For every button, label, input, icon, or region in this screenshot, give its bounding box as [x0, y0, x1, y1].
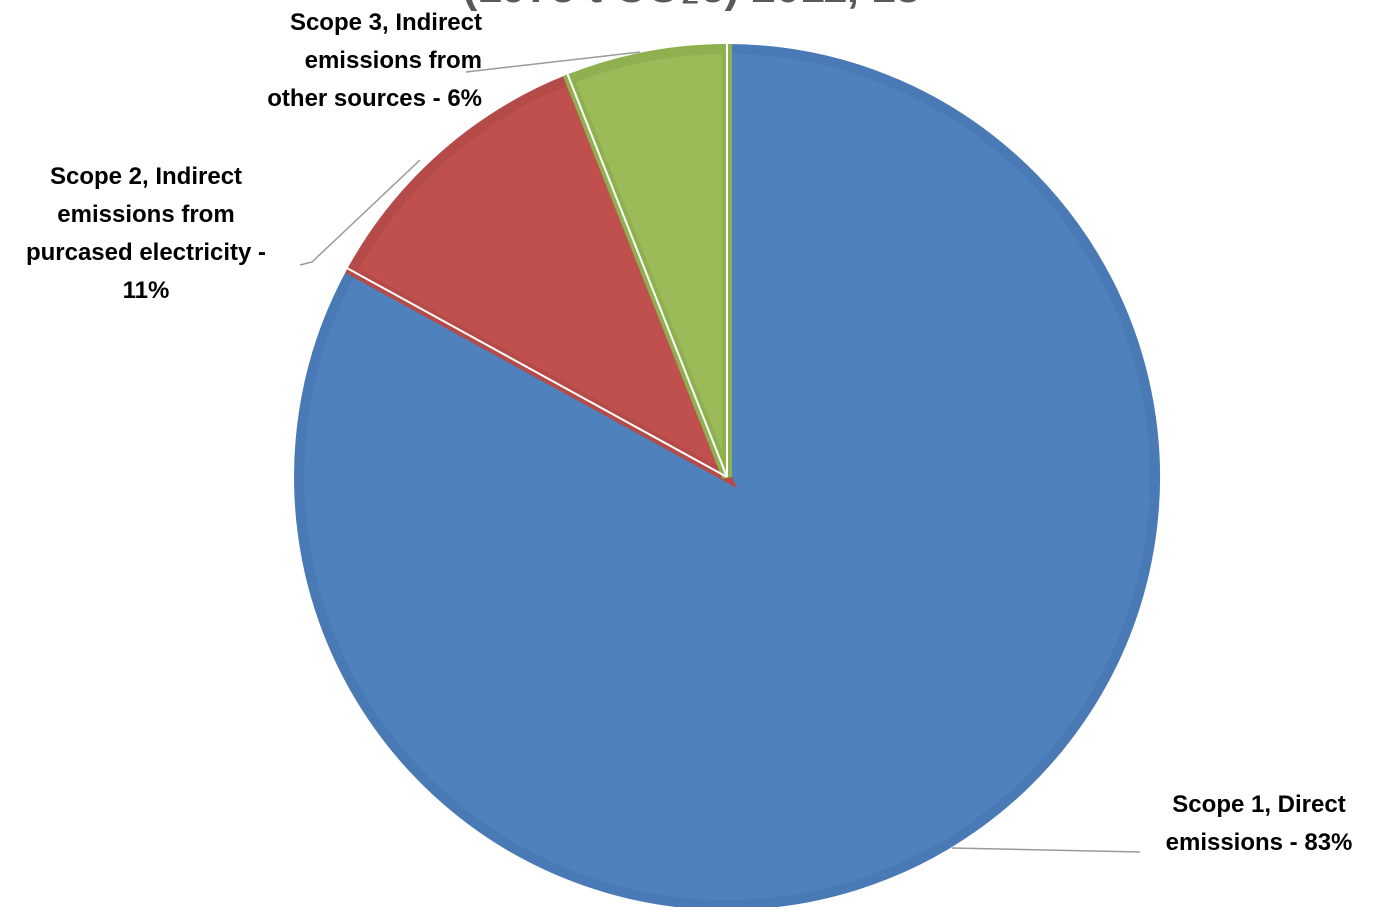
data-label-scope-2: Scope 2, Indirect emissions from purcase… [0, 158, 292, 310]
data-label-line: Scope 1, Direct [1172, 791, 1346, 818]
data-label-line: Scope 3, Indirect [289, 9, 482, 36]
pie-slice-scope-3 [562, 43, 732, 479]
chart-title: (1975 t CO₂e) 2011, 13 [0, 0, 1383, 10]
leader-line-scope-1 [951, 847, 1141, 853]
data-label-line: emissions from [304, 47, 482, 74]
data-label-line: emissions - 83% [1165, 829, 1353, 856]
slice-separator [566, 73, 728, 478]
data-label-line: 11% [122, 277, 170, 304]
data-label-scope-1: Scope 1, Direct emissions - 83% [1148, 786, 1370, 862]
pie-slice-scope-2 [345, 72, 737, 489]
slice-separator [346, 267, 728, 478]
data-label-line: other sources - 6% [267, 85, 482, 112]
leader-line-scope-3 [465, 51, 641, 73]
data-label-scope-3: Scope 3, Indirect emissions from other s… [220, 4, 482, 118]
data-label-line: Scope 2, Indirect [49, 163, 243, 190]
slices-group [294, 43, 1160, 907]
leader-line-scope-2 [299, 159, 421, 266]
leader-lines-group [299, 51, 1141, 853]
data-label-line: emissions from [57, 201, 235, 228]
data-label-line: purcased electricity - [25, 239, 267, 266]
